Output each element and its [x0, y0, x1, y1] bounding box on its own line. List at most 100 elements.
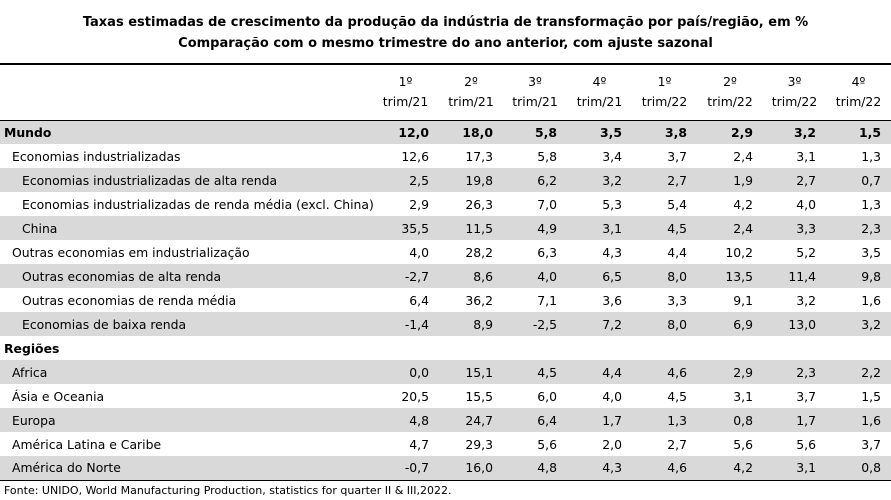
value-cell: 3,2 [794, 124, 816, 140]
value-cell: 19,8 [465, 172, 493, 188]
table-row: Economias industrializadas de alta renda… [0, 168, 891, 192]
value-cell: 15,5 [465, 388, 493, 404]
value-cell: 4,7 [409, 436, 429, 452]
value-cell: 6,4 [409, 292, 429, 308]
value-cell: 12,6 [401, 148, 429, 164]
value-cell: 5,8 [537, 148, 557, 164]
value-cell: 2,3 [861, 220, 881, 236]
value-cell: 1,9 [733, 172, 753, 188]
value-cell: 3,1 [796, 148, 816, 164]
value-cell [372, 336, 439, 360]
value-cell: 8,0 [667, 316, 687, 332]
table-row: Economias industrializadas 12,6 17,3 5,8 3,4… [0, 144, 891, 168]
value-cell: 6,9 [733, 316, 753, 332]
value-cell: 1,6 [861, 412, 881, 428]
column-header-quarter: 1º [398, 74, 413, 90]
source-note: Fonte: UNIDO, World Manufacturing Produc… [4, 484, 452, 497]
value-cell: 8,6 [473, 268, 493, 284]
value-cell: 5,3 [602, 196, 622, 212]
value-cell: 26,3 [465, 196, 493, 212]
value-cell: 20,5 [401, 388, 429, 404]
value-cell: 3,7 [667, 148, 687, 164]
column-header-year: trim/21 [512, 94, 558, 110]
value-cell: 9,1 [733, 292, 753, 308]
value-cell: 4,0 [537, 268, 557, 284]
value-cell: -2,5 [532, 316, 557, 332]
row-label: China [22, 220, 58, 236]
table-row: Outras economias de alta renda -2,7 8,6 4,0… [0, 264, 891, 288]
table-row: Outras economias em industrialização 4,0 2… [0, 240, 891, 264]
value-cell: 7,2 [602, 316, 622, 332]
value-cell: 4,9 [537, 220, 557, 236]
value-cell: 0,0 [409, 364, 429, 380]
value-cell: 2,4 [733, 148, 753, 164]
value-cell: 3,2 [861, 316, 881, 332]
table-row: Economias de baixa renda -1,4 8,9 -2,5 7,2 8,… [0, 312, 891, 336]
column-header: 2º trim/21 [439, 63, 503, 121]
table-body: Mundo 12,0 18,0 5,8 3,5 3,8 2,9 3,2 1,5 Economias… [0, 120, 891, 481]
value-cell: 6,3 [537, 244, 557, 260]
value-cell: 6,0 [537, 388, 557, 404]
column-header: 2º trim/22 [697, 63, 763, 121]
value-cell: 7,1 [537, 292, 557, 308]
value-cell: 4,5 [537, 364, 557, 380]
value-cell: 3,2 [602, 172, 622, 188]
value-cell [763, 336, 826, 360]
value-cell: 4,3 [602, 244, 622, 260]
value-cell: -0,7 [372, 456, 439, 481]
column-header-year: trim/22 [641, 94, 688, 110]
header-label-cell [0, 63, 372, 121]
value-cell: 2,7 [667, 172, 687, 188]
value-cell: 5,6 [733, 436, 753, 452]
value-cell: 3,2 [796, 292, 816, 308]
column-header-year: trim/21 [382, 94, 429, 110]
value-cell: -1,4 [404, 316, 429, 332]
value-cell: 36,2 [465, 292, 493, 308]
value-cell: 3,1 [733, 388, 753, 404]
value-cell: 5,2 [796, 244, 816, 260]
table-row: Europa 4,8 24,7 6,4 1,7 1,3 0,8 1,7 1,6 [0, 408, 891, 432]
value-cell: 4,5 [667, 220, 687, 236]
value-cell: 1,7 [796, 412, 816, 428]
value-cell: 12,0 [398, 124, 429, 140]
column-header-quarter: 3º [787, 74, 802, 90]
value-cell: 8,0 [667, 268, 687, 284]
title-line-2: Comparação com o mesmo trimestre do ano … [178, 36, 713, 51]
value-cell: 0,7 [861, 172, 881, 188]
table-row: Mundo 12,0 18,0 5,8 3,5 3,8 2,9 3,2 1,5 [0, 120, 891, 144]
row-label: Mundo [4, 124, 52, 140]
value-cell: 8,9 [473, 316, 493, 332]
value-cell [567, 336, 632, 360]
value-cell: 3,1 [763, 456, 826, 481]
value-cell: 6,2 [537, 172, 557, 188]
value-cell: 5,4 [667, 196, 687, 212]
value-cell: 3,1 [602, 220, 622, 236]
value-cell: 1,5 [861, 388, 881, 404]
table-title: Taxas estimadas de crescimento da produç… [0, 0, 891, 51]
value-cell: 13,5 [725, 268, 753, 284]
row-label: Outras economias de renda média [22, 292, 237, 308]
value-cell: 1,7 [602, 412, 622, 428]
column-header: 3º trim/21 [503, 63, 567, 121]
value-cell: 6,4 [537, 412, 557, 428]
value-cell: 4,4 [667, 244, 687, 260]
table-row: Africa 0,0 15,1 4,5 4,4 4,6 2,9 2,3 2,2 [0, 360, 891, 384]
growth-table: 1º trim/21 2º trim/21 3º trim/21 4º trim/21 1º tr… [0, 63, 891, 481]
row-label: Economias industrializadas [12, 148, 181, 164]
row-label: Ásia e Oceania [12, 388, 105, 404]
value-cell: 4,8 [409, 412, 429, 428]
value-cell: 29,3 [465, 436, 493, 452]
value-cell [439, 336, 503, 360]
value-cell: 4,5 [667, 388, 687, 404]
value-cell [826, 336, 891, 360]
value-cell: 4,4 [602, 364, 622, 380]
table-row: Ásia e Oceania 20,5 15,5 6,0 4,0 4,5 3,1 3,7 1,5 [0, 384, 891, 408]
column-header-year: trim/21 [576, 94, 623, 110]
column-header-quarter: 2º [464, 74, 478, 90]
column-header-year: trim/22 [835, 94, 882, 110]
column-header-year: trim/22 [707, 94, 753, 110]
row-label: Economias industrializadas de renda médi… [22, 196, 374, 212]
value-cell: 11,4 [788, 268, 816, 284]
value-cell: 2,9 [733, 364, 753, 380]
